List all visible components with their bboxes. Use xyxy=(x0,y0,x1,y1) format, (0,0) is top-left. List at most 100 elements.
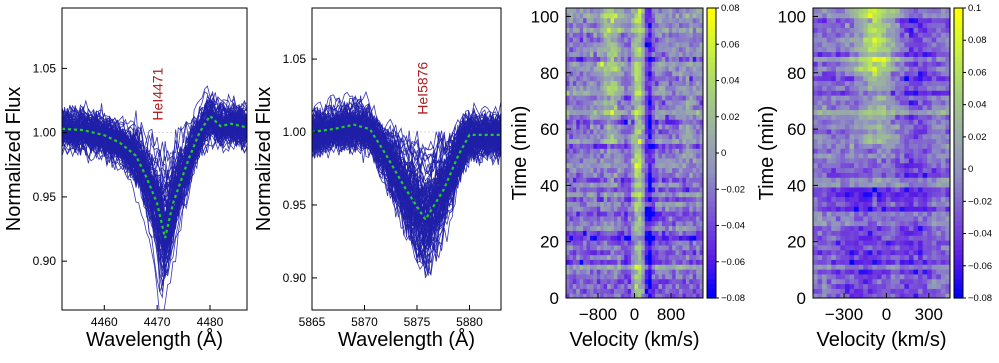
colorbar-tick-label: −0.06 xyxy=(721,257,745,268)
heatmap-cell xyxy=(572,124,577,130)
heatmap-cell xyxy=(854,12,860,19)
heatmap-cell xyxy=(890,66,896,72)
colorbar-swatch xyxy=(707,220,716,227)
heatmap-cell xyxy=(886,143,892,149)
heatmap-cell xyxy=(840,61,846,67)
heatmap-cell xyxy=(940,293,947,298)
heatmap-cell xyxy=(665,288,670,294)
heatmap-cell xyxy=(607,215,612,222)
heatmap-cell xyxy=(576,249,581,256)
heatmap-cell xyxy=(624,12,629,19)
heatmap-cell xyxy=(908,80,915,86)
heatmap-cell xyxy=(931,157,937,164)
heatmap-cell xyxy=(620,80,625,86)
heatmap-cell xyxy=(672,269,677,275)
heatmap-cell xyxy=(600,85,605,91)
heatmap-cell xyxy=(881,225,887,231)
heatmap-cell xyxy=(596,264,601,270)
heatmap-cell xyxy=(675,206,680,212)
heatmap-cell xyxy=(589,269,594,275)
heatmap-cell xyxy=(692,206,697,212)
heatmap-cell xyxy=(858,293,864,298)
heatmap-cell xyxy=(603,206,608,212)
heatmap-cell xyxy=(579,17,584,24)
colorbar-swatch xyxy=(954,27,963,33)
heatmap-cell xyxy=(854,293,860,298)
heatmap-cell xyxy=(617,17,622,24)
heatmap-cell xyxy=(858,66,864,72)
heatmap-cell xyxy=(679,288,684,294)
heatmap-cell xyxy=(644,182,649,188)
heatmap-cell xyxy=(579,143,584,149)
heatmap-cell xyxy=(641,27,646,33)
heatmap-cell xyxy=(641,128,646,135)
heatmap-cell xyxy=(918,85,924,91)
heatmap-cell xyxy=(699,22,703,28)
heatmap-cell xyxy=(876,182,883,188)
heatmap-cell xyxy=(631,85,636,91)
heatmap-cell xyxy=(655,157,660,164)
heatmap-cell xyxy=(696,172,701,178)
heatmap-cell xyxy=(624,61,629,67)
heatmap-cell xyxy=(620,12,625,19)
heatmap-cell xyxy=(699,182,703,188)
heatmap-cell xyxy=(696,182,701,188)
heatmap-cell xyxy=(617,288,622,294)
heatmap-cell xyxy=(607,211,612,217)
heatmap-cell xyxy=(844,124,851,130)
heatmap-cell xyxy=(576,27,581,33)
heatmap-cell xyxy=(945,138,950,144)
heatmap-cell xyxy=(665,254,670,260)
heatmap-cell xyxy=(661,99,666,106)
heatmap-cell xyxy=(665,196,670,202)
heatmap-cell xyxy=(831,27,837,33)
heatmap-cell xyxy=(679,66,684,72)
heatmap-cell xyxy=(689,17,694,24)
heatmap-cell xyxy=(858,27,864,33)
heatmap-cell xyxy=(899,138,905,144)
heatmap-cell xyxy=(655,8,660,14)
colorbar-swatch xyxy=(954,124,963,130)
heatmap-cell xyxy=(610,12,615,19)
heatmap-cell xyxy=(682,56,687,62)
heatmap-cell xyxy=(569,37,574,43)
heatmap-cell xyxy=(858,167,864,173)
heatmap-cell xyxy=(931,128,937,135)
heatmap-cell xyxy=(692,119,697,125)
heatmap-cell xyxy=(881,293,887,298)
heatmap-cell xyxy=(699,278,703,285)
heatmap-cell xyxy=(665,172,670,178)
colorbar-swatch xyxy=(954,17,963,24)
heatmap-cell xyxy=(593,240,598,246)
heatmap-cell xyxy=(895,75,901,82)
heatmap-cell xyxy=(600,211,605,217)
heatmap-cell xyxy=(908,162,915,169)
heatmap-cell xyxy=(617,56,622,62)
heatmap-cell xyxy=(922,46,928,53)
heatmap-cell xyxy=(617,201,622,207)
heatmap-cell xyxy=(904,278,910,285)
heatmap-cell xyxy=(858,114,864,120)
heatmap-cell xyxy=(665,90,670,96)
heatmap-cell xyxy=(682,235,687,241)
heatmap-cell xyxy=(576,37,581,43)
heatmap-cell xyxy=(849,148,855,154)
heatmap-cell xyxy=(586,244,591,251)
heatmap-cell xyxy=(863,109,869,115)
heatmap-cell xyxy=(908,157,915,164)
heatmap-cell xyxy=(637,124,642,130)
heatmap-cell xyxy=(692,41,697,48)
heatmap-cell xyxy=(613,235,618,241)
heatmap-cell xyxy=(936,254,942,260)
heatmap-cell xyxy=(699,133,703,140)
heatmap-cell xyxy=(620,61,625,67)
heatmap-cell xyxy=(651,225,656,231)
heatmap-cell xyxy=(908,17,915,24)
heatmap-cell xyxy=(668,162,673,169)
heatmap-cell xyxy=(596,124,601,130)
heatmap-cell xyxy=(613,66,618,72)
heatmap-cell xyxy=(658,215,663,222)
heatmap-cell xyxy=(696,27,701,33)
heatmap-cell xyxy=(648,162,653,169)
heatmap-cell xyxy=(840,109,846,115)
